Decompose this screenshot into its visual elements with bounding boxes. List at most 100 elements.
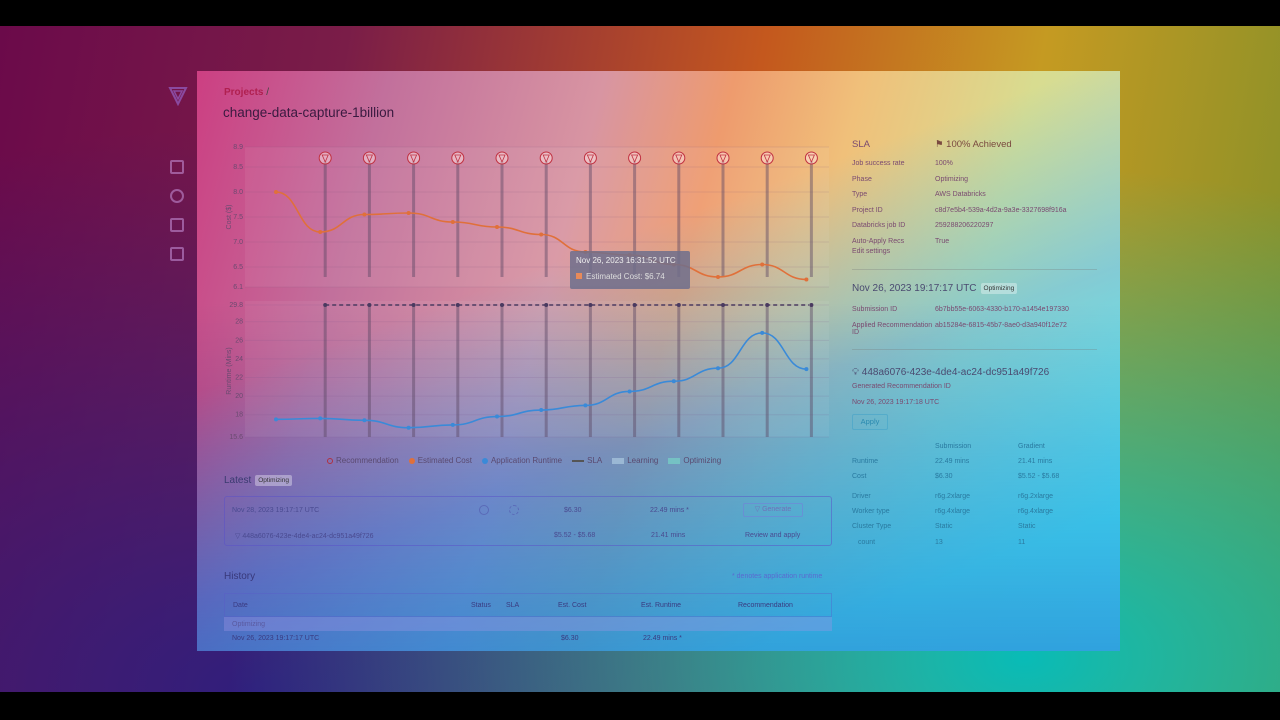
recommendation-marker-icon — [365, 154, 374, 164]
recommendation-id-label: Generated Recommendation ID — [852, 383, 951, 390]
application-runtime-point — [406, 425, 411, 430]
applied-rec-id-value: ab15284e-6815-45b7-8ae0-d3a940f12e72 — [935, 322, 1067, 329]
legend-application-runtime[interactable]: Application Runtime — [481, 456, 562, 465]
tooltip-label: Estimated Cost: $6.74 — [586, 272, 665, 281]
applied-rec-id-label: Applied Recommendation ID — [852, 322, 933, 336]
tooltip-swatch — [576, 273, 582, 279]
recommendation-marker-icon — [630, 154, 639, 164]
cost-plot-bg — [245, 147, 829, 287]
runtime-tick-label: 26 — [235, 337, 243, 344]
comparison-submission: r6g.2xlarge — [935, 493, 971, 500]
estimated-cost-point — [274, 190, 278, 194]
estimated-cost-point — [318, 230, 323, 234]
runtime-axis-label: Runtime (Mins) — [226, 347, 233, 394]
latest-recommendation-id[interactable]: ▽ 448a6076-423e-4de4-ac24-dc951a49f726 — [235, 533, 374, 540]
review-and-apply-link[interactable]: Review and apply — [745, 532, 801, 539]
comparison-gradient: 11 — [1018, 539, 1026, 546]
recommendation-id: 💡︎ 448a6076-423e-4de4-ac24-dc951a49f726 — [852, 367, 1050, 378]
application-runtime-point — [671, 379, 676, 384]
col-sla[interactable]: SLA — [506, 602, 520, 609]
estimated-cost-point — [450, 220, 455, 224]
generate-button[interactable]: ▽ Generate — [743, 503, 803, 517]
detail-value: Optimizing — [935, 175, 969, 183]
submission-id-label: Submission ID — [852, 306, 898, 313]
recommendation-marker-icon — [498, 154, 506, 164]
settings-sliders-icon[interactable] — [170, 218, 184, 232]
sla-point — [455, 303, 460, 307]
legend-recommendation[interactable]: Recommendation — [327, 456, 399, 465]
trophy-icon: ⚑ — [935, 139, 947, 150]
runtime-plot-bg — [245, 301, 829, 437]
application-runtime-point — [450, 422, 455, 427]
rec-logo-icon: ▽ — [235, 533, 243, 540]
sla-point — [721, 303, 725, 307]
col-status[interactable]: Status — [471, 602, 491, 609]
application-runtime-point — [539, 408, 544, 413]
application-runtime-point — [804, 367, 809, 372]
runtime-tick-label: 22 — [235, 375, 243, 382]
divider — [852, 349, 1097, 350]
latest-submission-time[interactable]: Nov 28, 2023 19:17:17 UTC — [232, 507, 320, 514]
cost-tick-label: 6.5 — [233, 264, 243, 271]
detail-value: 259288206220297 — [935, 222, 994, 229]
comparison-submission: $6.30 — [935, 473, 953, 480]
legend-learning[interactable]: Learning — [612, 456, 658, 465]
col-date[interactable]: Date — [233, 602, 248, 609]
cost-tick-label: 8.9 — [233, 144, 243, 151]
dashboard-icon[interactable] — [170, 160, 184, 174]
comparison-submission: 13 — [935, 539, 943, 546]
application-runtime-point — [318, 416, 323, 421]
cost-tick-label: 8.5 — [233, 164, 243, 171]
sla-point — [323, 303, 328, 307]
latest-rec-cost: $5.52 - $5.68 — [554, 532, 596, 539]
recommendation-marker-icon — [409, 154, 418, 164]
docs-icon[interactable] — [170, 247, 184, 261]
comparison-key: Runtime — [852, 458, 879, 465]
recommendation-marker-icon — [586, 154, 595, 164]
chart-legend: Recommendation Estimated Cost Applicatio… — [327, 456, 721, 465]
runtime-tick-label: 24 — [235, 356, 243, 363]
edit-settings-link[interactable]: Edit settings — [852, 248, 891, 255]
cost-tick-label: 7.5 — [233, 214, 243, 221]
submission-id-value: 6b7bb55e-6063-4330-b170-a1454e197330 — [935, 306, 1069, 313]
sync-icon[interactable] — [170, 189, 184, 203]
sla-icon — [509, 505, 519, 515]
comparison-submission: r6g.4xlarge — [935, 508, 971, 515]
comparison-gradient: Static — [1018, 523, 1036, 530]
apply-button[interactable]: Apply — [852, 414, 888, 430]
runtime-tick-label: 20 — [235, 393, 243, 400]
sla-point — [632, 303, 637, 307]
success-check-icon — [479, 505, 489, 515]
breadcrumb-projects-link[interactable]: Projects — [224, 87, 264, 98]
cost-runtime-chart[interactable]: 8.9 8.5 8.0 7.5 7.0 6.5 6.1 Cost ($) 29.8 28 26 24 2… — [225, 135, 831, 441]
sync-logo-icon[interactable] — [168, 86, 188, 106]
application-runtime-point — [583, 403, 588, 408]
submission-time: Nov 26, 2023 19:17:17 UTC Optimizing — [852, 283, 1018, 294]
legend-estimated-cost[interactable]: Estimated Cost — [408, 456, 472, 465]
estimated-cost-point — [362, 212, 367, 217]
cost-tick-label: 8.0 — [233, 189, 243, 196]
col-recommendation[interactable]: Recommendation — [738, 602, 793, 609]
runtime-tick-label: 15.6 — [229, 434, 243, 441]
comparison-gradient: 21.41 mins — [1018, 458, 1053, 465]
cost-tick-label: 7.0 — [233, 239, 243, 246]
screen-frame: Projects / change-data-capture-1billion … — [0, 26, 1280, 692]
runtime-tick-label: 28 — [235, 319, 243, 326]
table-row[interactable]: Nov 26, 2023 19:17:17 UTC $6.30 22.49 mi… — [232, 635, 682, 642]
sla-point — [367, 303, 372, 307]
detail-key: Project ID — [852, 206, 883, 214]
latest-rec-runtime: 21.41 mins — [651, 532, 686, 539]
comparison-key: count — [858, 539, 876, 546]
col-est-cost[interactable]: Est. Cost — [558, 602, 587, 609]
history-group-header: Optimizing — [224, 617, 832, 631]
application-runtime-point — [274, 417, 278, 422]
legend-optimizing[interactable]: Optimizing — [668, 456, 721, 465]
estimated-cost-point — [495, 225, 499, 229]
application-runtime-point — [627, 389, 632, 394]
detail-key: Type — [852, 191, 868, 198]
col-est-runtime[interactable]: Est. Runtime — [641, 602, 682, 609]
detail-key: Job success rate — [852, 160, 905, 167]
legend-sla[interactable]: SLA — [572, 456, 602, 465]
runtime-tick-label: 29.8 — [229, 302, 243, 309]
detail-value: True — [935, 237, 950, 245]
